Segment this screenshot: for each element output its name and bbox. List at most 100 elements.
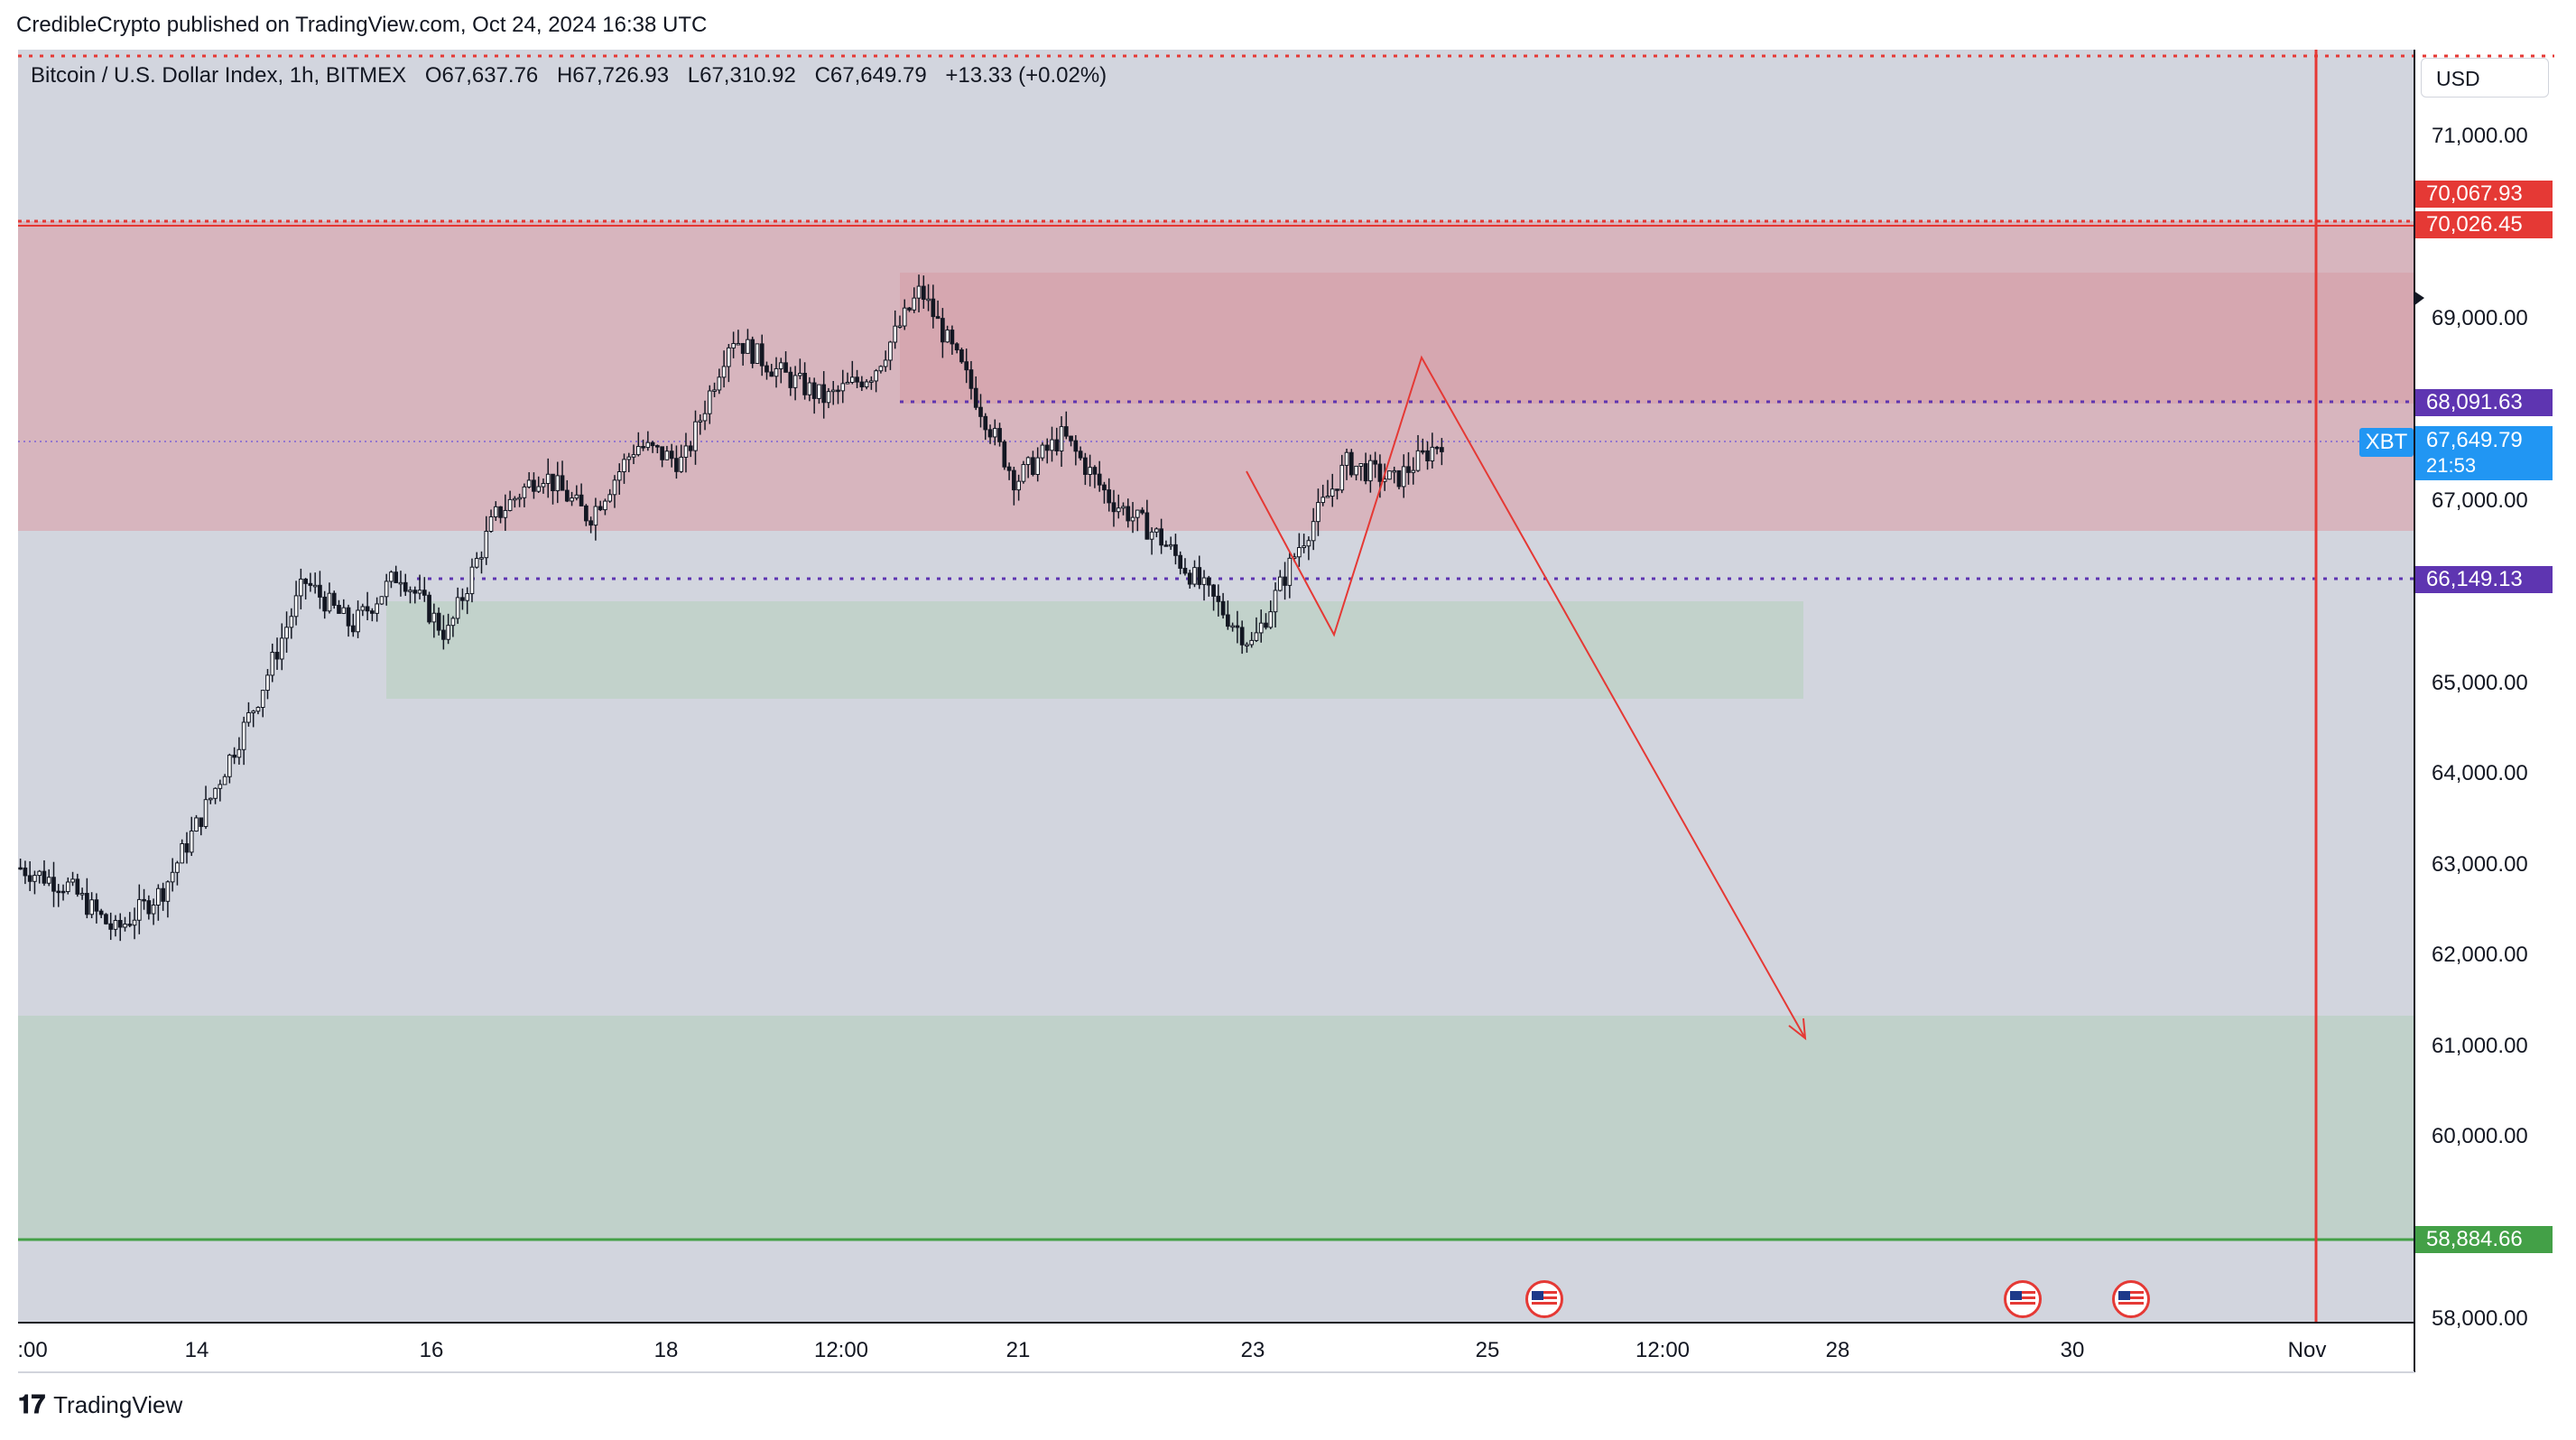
- candle-body: [60, 890, 66, 894]
- candle-body: [788, 371, 793, 388]
- candle-body: [1226, 614, 1230, 627]
- candle-body: [146, 900, 152, 915]
- candle-body: [1002, 441, 1007, 468]
- candle-body: [436, 612, 441, 631]
- candle-body: [1059, 426, 1064, 451]
- candle-body: [79, 893, 85, 896]
- candle-body: [727, 347, 731, 367]
- candle-body: [450, 618, 456, 627]
- candle-body: [89, 899, 94, 915]
- candle-body: [679, 456, 684, 472]
- candle-body: [51, 877, 56, 892]
- price-tag-58884: 58,884.66: [2415, 1226, 2553, 1253]
- candle-body: [1396, 469, 1402, 488]
- candle-body: [902, 307, 907, 327]
- candle-body: [1363, 463, 1368, 482]
- candle-body: [123, 924, 127, 928]
- legend-low: 67,310.92: [700, 63, 796, 88]
- candle-body: [1287, 557, 1293, 586]
- candle-body: [246, 711, 251, 723]
- y-tick-label: 69,000.00: [2432, 306, 2528, 330]
- candle-body: [707, 390, 712, 414]
- price-tag-70026: 70,026.45: [2415, 211, 2553, 238]
- candle-body: [175, 862, 180, 873]
- candle-body: [1116, 507, 1121, 513]
- candle-body: [792, 375, 798, 388]
- x-tick-label: 12:00: [814, 1338, 868, 1362]
- candle-body: [674, 458, 679, 472]
- candle-body: [1258, 622, 1264, 634]
- candle-body: [70, 878, 75, 883]
- candle-body: [117, 920, 123, 928]
- candle-body: [403, 581, 408, 592]
- candle-body: [108, 923, 114, 930]
- candle-body: [98, 910, 104, 915]
- candle-body: [208, 797, 213, 801]
- candle-body: [350, 625, 356, 633]
- candle-body: [1325, 496, 1330, 498]
- candle-body: [199, 817, 204, 827]
- candle-body: [85, 893, 89, 915]
- candle-body: [1311, 521, 1316, 542]
- candle-body: [94, 899, 99, 912]
- candle-body: [526, 479, 532, 488]
- candle-body: [1154, 528, 1159, 533]
- legend-close: 67,649.79: [829, 63, 927, 88]
- candle-body: [807, 382, 812, 395]
- candle-body: [1406, 466, 1411, 473]
- candle-body: [222, 776, 227, 785]
- y-tick-label: 60,000.00: [2432, 1124, 2528, 1148]
- candle-body: [293, 595, 299, 618]
- us-flag-icon[interactable]: [2112, 1280, 2150, 1318]
- candle-body: [1083, 457, 1088, 475]
- candle-body: [950, 330, 955, 345]
- candle-body: [931, 298, 936, 318]
- candle-body: [370, 610, 375, 614]
- candle-body: [360, 606, 366, 611]
- candle-body: [916, 285, 922, 299]
- candle-body: [849, 376, 855, 383]
- candles-group: [18, 274, 1444, 942]
- candle-body: [731, 343, 736, 348]
- us-flag-icon[interactable]: [2004, 1280, 2042, 1318]
- x-tick-label: 16: [420, 1338, 444, 1362]
- candle-body: [811, 382, 817, 399]
- candle-body: [541, 482, 546, 488]
- x-tick-label: 21: [1006, 1338, 1031, 1362]
- candle-body: [1149, 531, 1154, 540]
- y-tick-label: 58,000.00: [2432, 1306, 2528, 1331]
- us-flag-icon[interactable]: [1525, 1280, 1563, 1318]
- legend-low-key: L: [687, 63, 700, 88]
- candle-body: [1297, 547, 1302, 558]
- candle-body: [165, 881, 171, 902]
- candle-body: [926, 298, 931, 302]
- tradingview-brand[interactable]: 𝟏𝟕 TradingView: [18, 1390, 182, 1420]
- candle-body: [683, 445, 689, 458]
- candle-body: [798, 372, 802, 376]
- candle-body: [507, 498, 513, 511]
- candle-body: [836, 389, 840, 393]
- candle-body: [1035, 457, 1041, 476]
- legend-high-key: H: [556, 63, 573, 88]
- x-tick-label: 28: [1826, 1338, 1850, 1362]
- price-tag-68091: 68,091.63: [2415, 389, 2553, 416]
- projection-zigzag: [1246, 355, 1806, 1039]
- candle-body: [921, 285, 926, 301]
- currency-button[interactable]: USD: [2421, 58, 2549, 98]
- candle-body: [251, 711, 256, 713]
- candle-body: [308, 582, 313, 586]
- candle-body: [299, 578, 303, 597]
- candle-body: [1425, 450, 1430, 461]
- candle-body: [1140, 509, 1144, 514]
- projection-arrowhead: [1788, 1017, 1807, 1041]
- candle-body: [1330, 488, 1335, 497]
- y-tick-label: 71,000.00: [2432, 124, 2528, 148]
- candle-body: [375, 603, 379, 614]
- candle-body: [1335, 488, 1339, 491]
- x-tick-label: 18: [654, 1338, 679, 1362]
- candle-body: [1358, 463, 1364, 467]
- candle-body: [1044, 444, 1050, 451]
- candle-body: [356, 609, 360, 633]
